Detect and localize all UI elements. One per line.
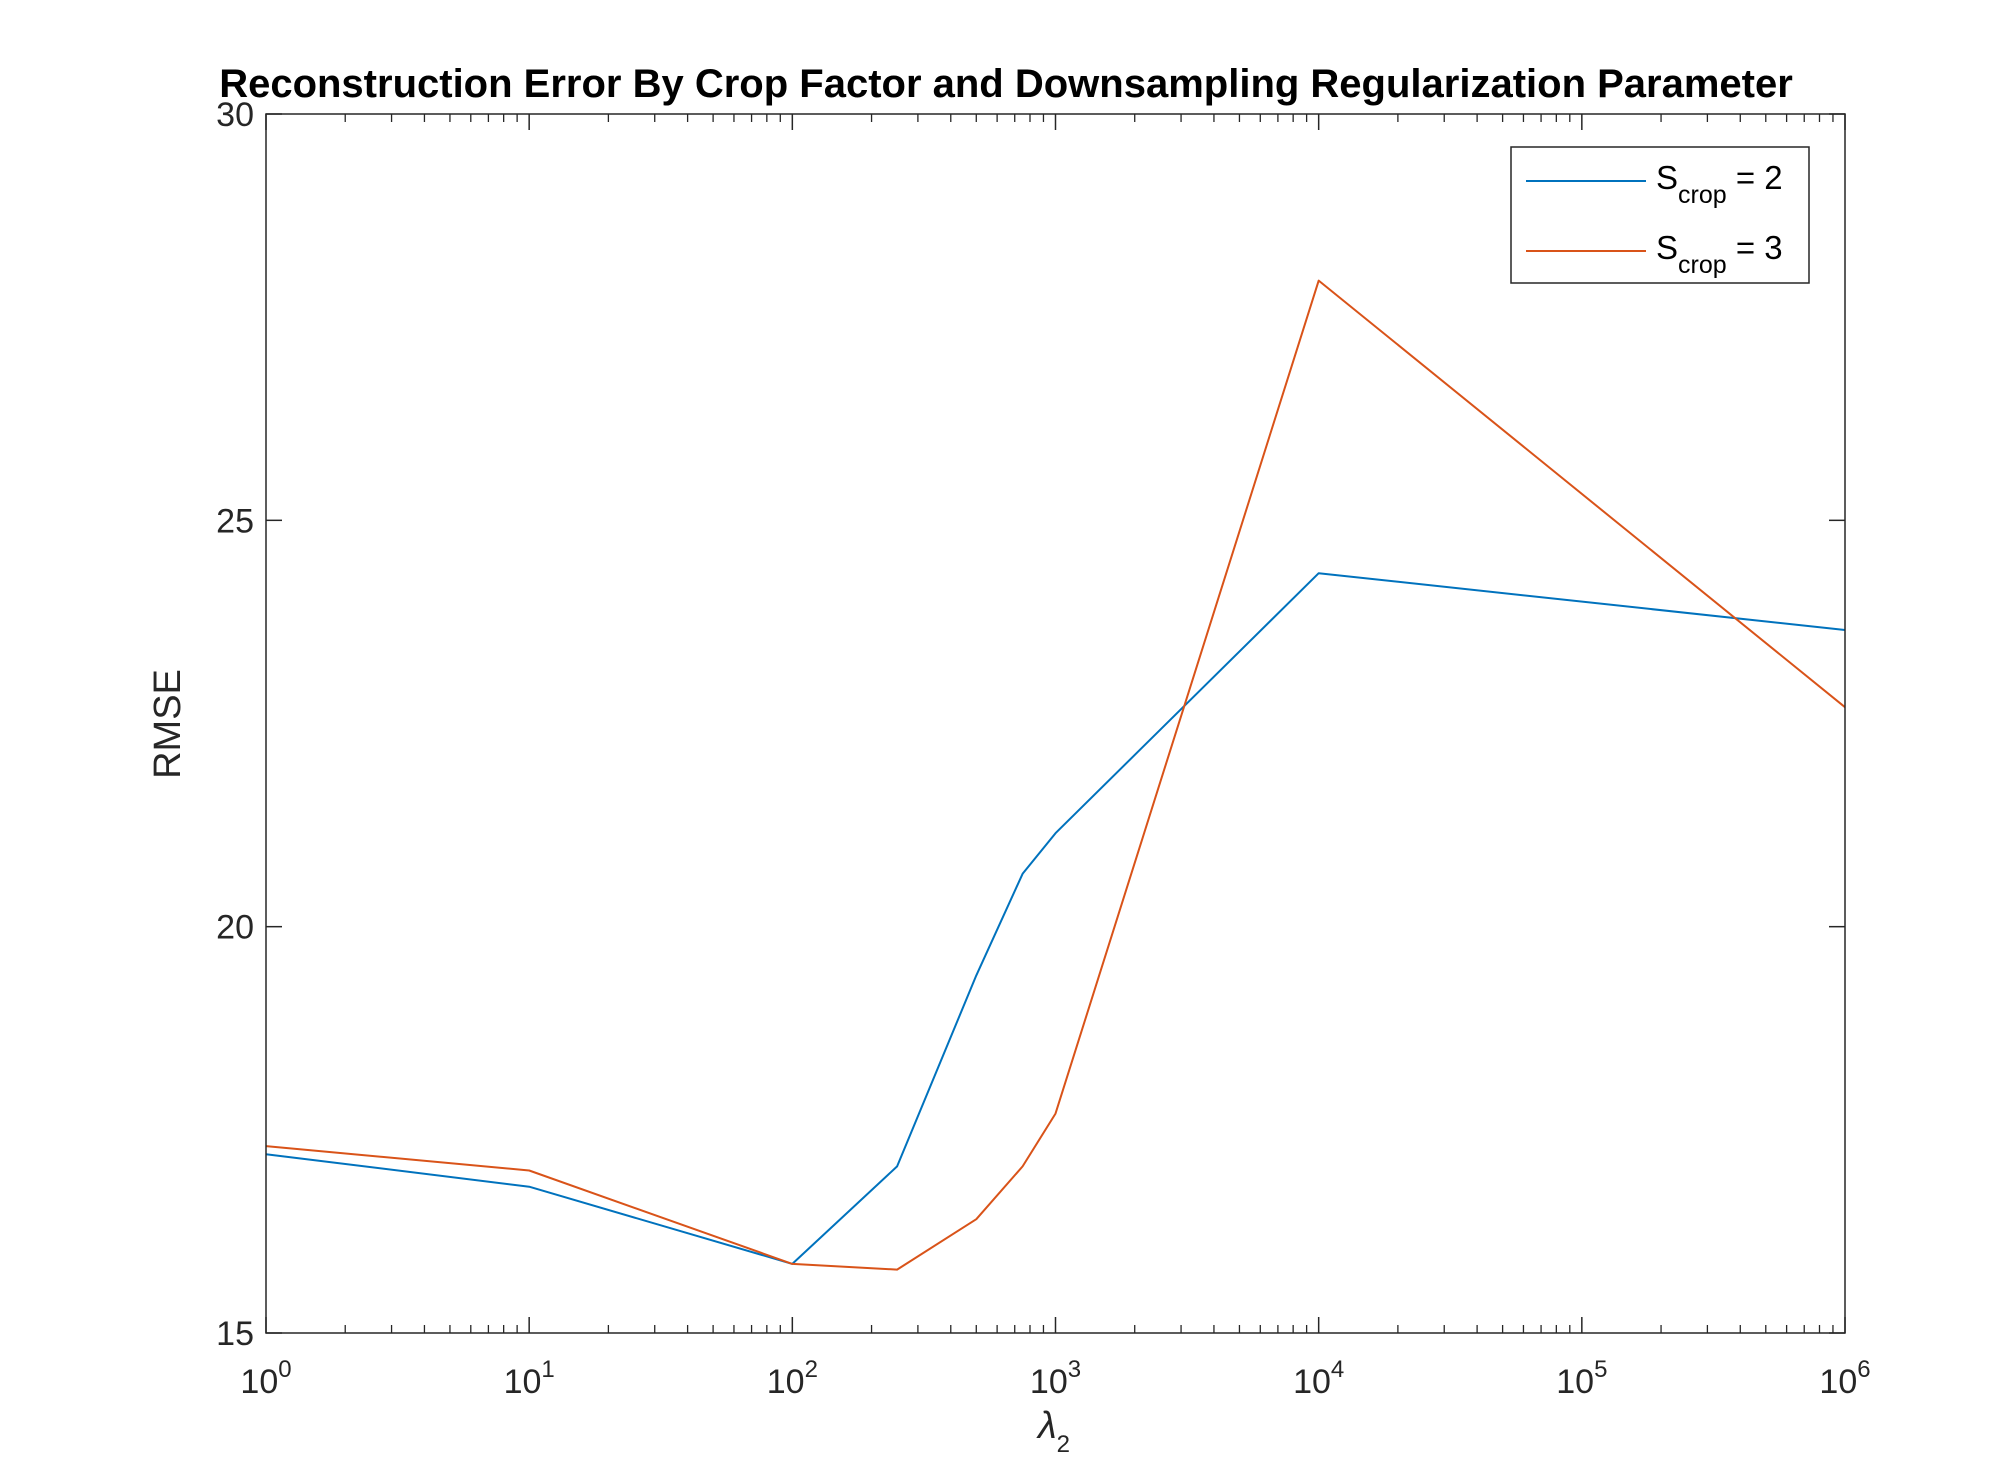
series-line-2 [265, 279, 1846, 1271]
x-tick-label-base: 10 [1556, 1363, 1594, 1401]
x-tick-label-base: 10 [1819, 1363, 1857, 1401]
x-tick-label-base: 10 [240, 1363, 278, 1401]
x-tick-label-exponent: 4 [1331, 1356, 1344, 1383]
y-tick-label: 25 [216, 502, 254, 540]
legend-label-2: Scrop = 3 [1656, 229, 1783, 279]
x-tick-label-exponent: 3 [1068, 1356, 1081, 1383]
plot-area [266, 114, 1845, 1333]
x-tick-label: 104 [1293, 1356, 1344, 1401]
y-axis-label: RMSE [147, 669, 189, 779]
y-tick-labels: 15 20 25 30 [216, 96, 254, 1353]
x-tick-label-base: 10 [1030, 1363, 1068, 1401]
x-axis-label-main: λ [1036, 1405, 1057, 1447]
x-axis-label-subscript: 2 [1057, 1431, 1070, 1458]
legend-label-subscript: crop [1678, 181, 1727, 209]
x-tick-label: 102 [767, 1356, 818, 1401]
legend-label-1: Scrop = 2 [1656, 159, 1783, 209]
x-minor-ticks [344, 114, 1834, 1333]
legend-label-main: S [1656, 229, 1678, 266]
x-tick-label: 105 [1556, 1356, 1607, 1401]
x-tick-label-exponent: 0 [278, 1356, 291, 1383]
y-tick-label: 15 [216, 1315, 254, 1353]
x-tick-label: 101 [504, 1356, 555, 1401]
x-tick-label-base: 10 [504, 1363, 542, 1401]
plot-frame [265, 113, 1846, 1334]
x-tick-label-exponent: 6 [1857, 1356, 1870, 1383]
legend-label-suffix: = 2 [1727, 159, 1783, 196]
x-tick-label-exponent: 1 [541, 1356, 554, 1383]
legend-label-main: S [1656, 159, 1678, 196]
x-tick-label: 100 [240, 1356, 291, 1401]
x-tick-label: 103 [1030, 1356, 1081, 1401]
y-tick-label: 30 [216, 96, 254, 134]
series-line-1 [265, 572, 1846, 1265]
y-tick-label: 20 [216, 909, 254, 947]
x-tick-labels: 100 101 102 103 104 105 106 [240, 1356, 1870, 1401]
x-tick-label-base: 10 [767, 1363, 805, 1401]
x-axis-label: λ2 [1036, 1405, 1070, 1458]
chart-title: Reconstruction Error By Crop Factor and … [219, 62, 1793, 106]
legend-label-subscript: crop [1678, 251, 1727, 279]
x-tick-label-exponent: 5 [1594, 1356, 1607, 1383]
x-tick-label-base: 10 [1293, 1363, 1331, 1401]
x-tick-label-exponent: 2 [805, 1356, 818, 1383]
legend-box [1510, 146, 1810, 284]
x-tick-label: 106 [1819, 1356, 1870, 1401]
legend-label-suffix: = 3 [1727, 229, 1783, 266]
series-layer [265, 279, 1846, 1271]
